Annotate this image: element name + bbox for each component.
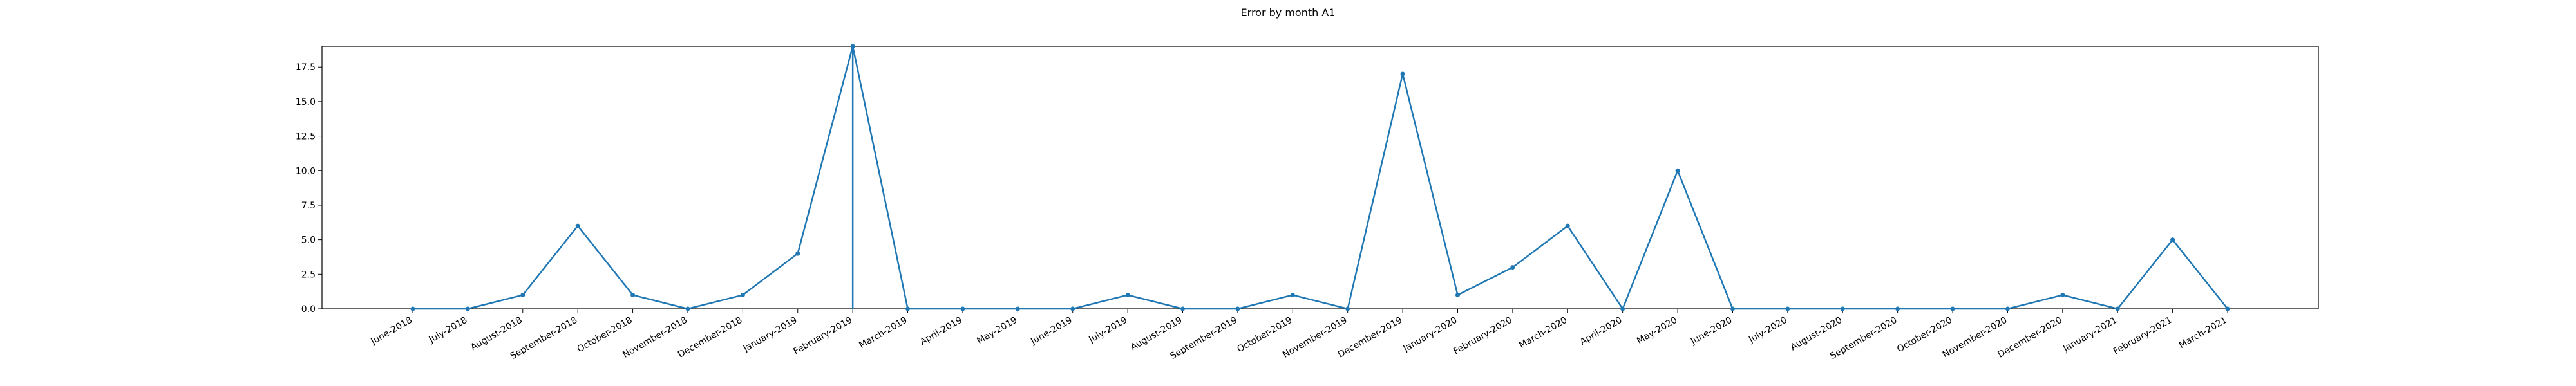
data-point [1235, 306, 1240, 311]
y-axis: 0.0 2.5 5.0 7.5 10.0 12.5 15.0 17.5 [296, 62, 322, 315]
x-tick-label: June-2018 [368, 315, 414, 347]
y-tick-label: 7.5 [301, 201, 316, 211]
x-tick-label: February-2021 [2112, 315, 2174, 357]
y-tick-label: 12.5 [296, 132, 316, 142]
y-tick-label: 2.5 [301, 270, 316, 280]
data-point [1070, 306, 1075, 311]
data-point [685, 306, 690, 311]
y-tick-label: 5.0 [301, 235, 316, 246]
data-point [740, 293, 745, 298]
data-point [905, 306, 911, 311]
data-point [1675, 168, 1680, 173]
data-point [1455, 293, 1460, 298]
series-group [410, 44, 2230, 311]
x-tick-label: January-2020 [1401, 315, 1459, 354]
chart-title: Error by month A1 [1241, 6, 1336, 19]
data-point [2170, 237, 2175, 243]
x-tick-label: January-2021 [2061, 315, 2119, 354]
data-point [795, 251, 800, 256]
x-tick-label: February-2020 [1452, 315, 1514, 357]
x-tick-label: July-2019 [1086, 315, 1129, 345]
data-point [2060, 293, 2065, 298]
x-axis: June-2018 July-2018 August-2018September-2… [368, 309, 2229, 362]
series-line [413, 46, 2228, 311]
x-tick-label: March-2020 [1517, 315, 1569, 351]
x-tick-label: March-2019 [857, 315, 909, 351]
data-point [1620, 306, 1625, 311]
y-tick-label: 10.0 [296, 166, 316, 176]
data-point [2225, 306, 2230, 311]
data-point [1730, 306, 1735, 311]
data-point [1345, 306, 1350, 311]
x-tick-label: March-2021 [2177, 315, 2229, 351]
data-point [1015, 306, 1020, 311]
x-tick-label: May-2019 [975, 315, 1019, 347]
data-point [960, 306, 965, 311]
data-point [1290, 293, 1295, 298]
x-tick-label: August-2019 [1129, 315, 1184, 353]
y-tick-label: 15.0 [296, 97, 316, 107]
data-point [1895, 306, 1900, 311]
data-point [2115, 306, 2120, 311]
data-point [2005, 306, 2010, 311]
y-tick-label: 0.0 [301, 304, 316, 315]
x-tick-label: July-2020 [1747, 315, 1789, 345]
data-point [1840, 306, 1845, 311]
x-tick-label: April-2020 [1578, 315, 1624, 347]
plot-area [321, 46, 2319, 309]
x-tick-label: June-2020 [1689, 315, 1734, 347]
x-tick-label: July-2018 [427, 315, 469, 345]
data-point [520, 293, 526, 298]
x-tick-label: January-2019 [741, 315, 799, 354]
data-point [1400, 71, 1405, 77]
data-point [1950, 306, 1955, 311]
data-point [1565, 223, 1570, 228]
data-point [1125, 293, 1130, 298]
data-point [630, 293, 636, 298]
x-tick-label: August-2020 [1789, 315, 1844, 353]
data-point [575, 223, 580, 228]
y-tick-label: 17.5 [296, 62, 316, 73]
data-point [465, 306, 470, 311]
x-tick-label: June-2019 [1028, 315, 1074, 347]
data-point [1785, 306, 1790, 311]
data-point [1180, 306, 1186, 311]
x-tick-label: May-2020 [1635, 315, 1679, 347]
data-point [410, 306, 415, 311]
data-point [1510, 265, 1515, 270]
x-tick-label: August-2018 [469, 315, 524, 353]
x-tick-label: April-2019 [918, 315, 964, 347]
x-tick-label: February-2019 [791, 315, 854, 357]
